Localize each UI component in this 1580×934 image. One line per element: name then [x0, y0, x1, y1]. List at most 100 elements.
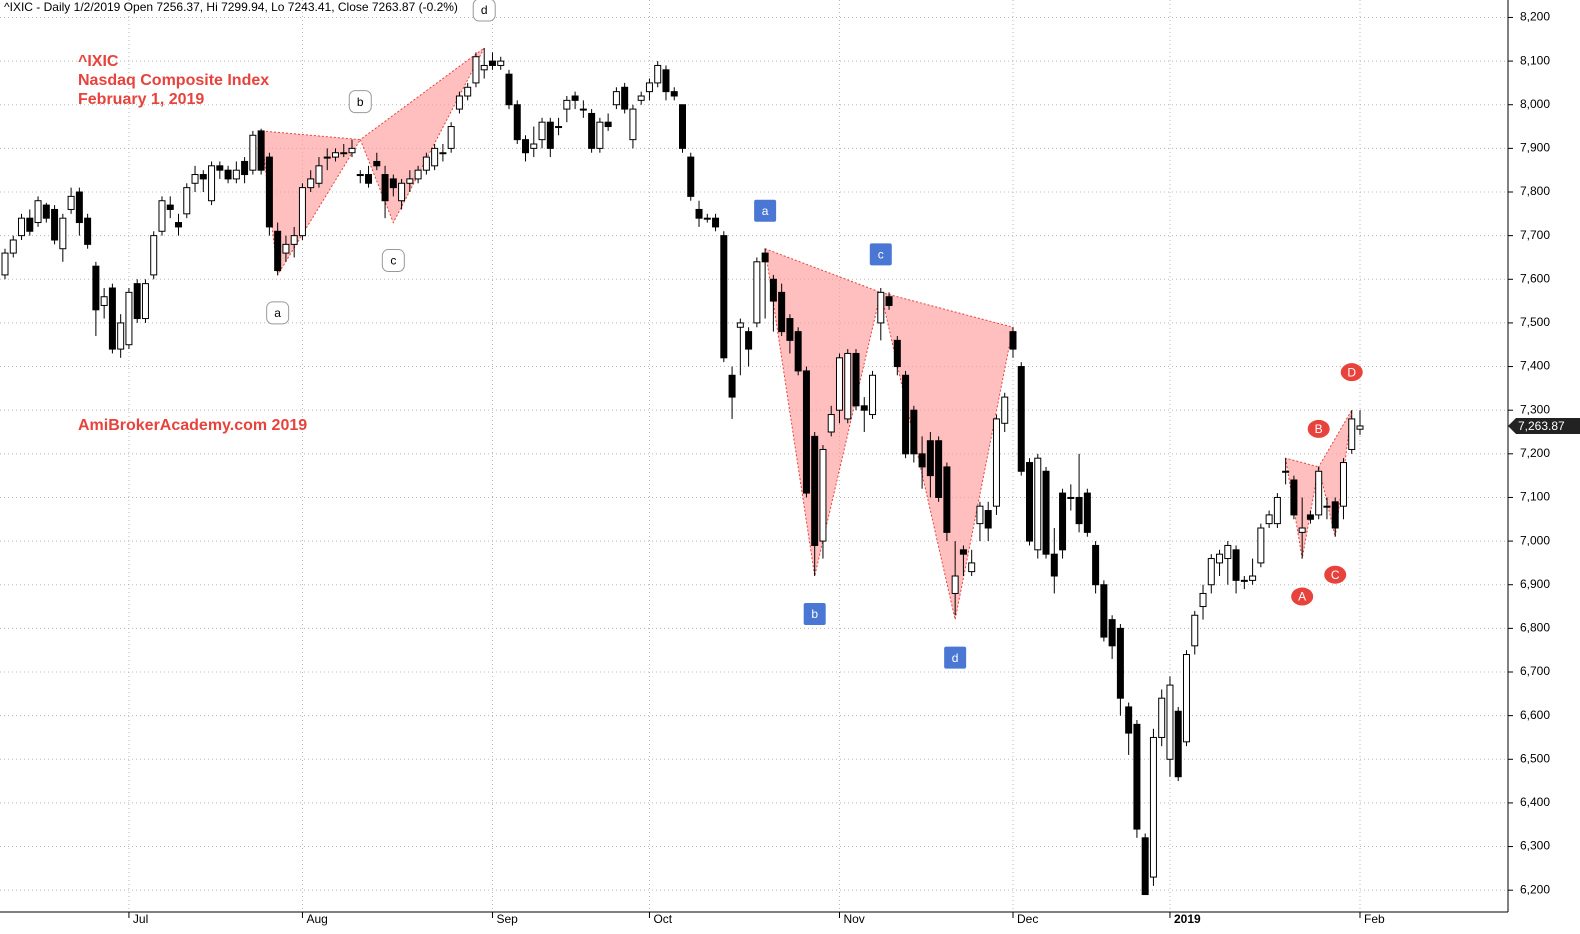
pattern-label: d [481, 3, 488, 17]
y-tick-label: 8,000 [1520, 97, 1550, 111]
candle-body [637, 95, 645, 101]
y-tick-label: 7,400 [1520, 359, 1550, 373]
candle-body [926, 440, 934, 477]
candle-body [794, 331, 802, 372]
candle-body [398, 182, 406, 202]
candle-body [241, 160, 249, 176]
candle-body [1042, 470, 1050, 555]
y-tick-label: 7,900 [1520, 141, 1550, 155]
candle-body [1207, 558, 1215, 586]
candle-body [1323, 505, 1331, 508]
candle-body [662, 69, 670, 93]
candle-body [1026, 462, 1034, 542]
candle-body [1092, 544, 1100, 586]
candle-body [18, 217, 26, 237]
candle-body [158, 200, 166, 232]
candle-body [175, 222, 183, 228]
title-line: Nasdaq Composite Index [78, 72, 269, 89]
candle-body [951, 575, 959, 594]
candle-body [1191, 614, 1199, 647]
candle-body [728, 374, 736, 398]
candle-body [819, 448, 827, 542]
pattern-label-bg [1324, 565, 1347, 584]
candle-body [183, 187, 191, 215]
title-line: February 1, 2019 [78, 91, 204, 108]
pattern-label: c [390, 254, 396, 268]
candle-body [1001, 396, 1009, 424]
y-tick-label: 6,600 [1520, 708, 1550, 722]
x-tick-label: Dec [1017, 912, 1038, 926]
candle-body [1083, 492, 1091, 533]
candle-body [51, 208, 59, 241]
candle-body [92, 265, 100, 311]
y-tick-label: 6,300 [1520, 839, 1550, 853]
pattern-label-bg [381, 249, 405, 273]
candle-body [695, 208, 703, 219]
candle-body [1067, 496, 1075, 499]
candle-body [612, 91, 620, 106]
candle-body [579, 108, 587, 111]
candle-body [571, 95, 579, 101]
candle-body [943, 466, 951, 533]
candle-body [274, 230, 282, 272]
candle-body [365, 174, 373, 184]
candle-body [464, 86, 472, 97]
last-price-marker [1508, 417, 1580, 434]
pattern-label-bg [472, 0, 496, 22]
candle-body [1141, 837, 1149, 896]
candle-body [935, 440, 943, 498]
candle-body [340, 152, 348, 155]
y-tick-label: 6,900 [1520, 577, 1550, 591]
candle-body [1298, 527, 1306, 533]
candle-body [712, 217, 720, 228]
pattern-label: c [878, 248, 884, 262]
candle-body [331, 152, 339, 158]
x-tick-label: Aug [306, 912, 327, 926]
candle-body [488, 60, 496, 66]
pattern-label: d [952, 651, 959, 665]
candle-body [844, 352, 852, 420]
y-tick-label: 7,800 [1520, 184, 1550, 198]
x-tick-label: Sep [496, 912, 518, 926]
candle-body [811, 435, 819, 546]
pattern-label: C [1331, 568, 1340, 582]
candle-body [1265, 514, 1273, 525]
last-price-label: 7,263.87 [1518, 419, 1565, 433]
header: ^IXIC - Daily 1/2/2019 Open 7256.37, Hi … [4, 0, 458, 14]
candle-body [1075, 496, 1083, 525]
harmonic-pattern [764, 247, 1014, 620]
candle-body [1034, 457, 1042, 551]
candle-body [621, 86, 629, 110]
y-tick-label: 7,700 [1520, 228, 1550, 242]
candle-body [1224, 544, 1232, 560]
pattern-label: D [1347, 365, 1356, 379]
candle-body [835, 357, 843, 411]
candle-body [538, 121, 546, 141]
candle-body [959, 549, 967, 555]
y-tick-label: 7,300 [1520, 402, 1550, 416]
candle-body [249, 134, 257, 171]
y-tick-label: 6,400 [1520, 795, 1550, 809]
candle-body [125, 291, 133, 346]
candle-body [356, 174, 364, 177]
candle-body [1059, 492, 1067, 551]
candle-body [720, 235, 728, 359]
candle-body [431, 147, 439, 167]
candle-body [447, 126, 455, 149]
candle-body [530, 143, 538, 149]
candle-body [1, 252, 9, 276]
candle-body [298, 187, 306, 237]
candle-body [75, 191, 83, 224]
candle-body [563, 99, 571, 110]
candle-body [588, 112, 596, 149]
candle-body [150, 235, 158, 276]
candle-body [902, 374, 910, 455]
candle-body [745, 331, 753, 350]
pattern-label: a [274, 306, 281, 320]
candle-body [406, 178, 414, 184]
candle-body [141, 283, 149, 320]
candle-body [687, 156, 695, 197]
candle-body [703, 217, 711, 220]
y-tick-label: 6,200 [1520, 882, 1550, 896]
